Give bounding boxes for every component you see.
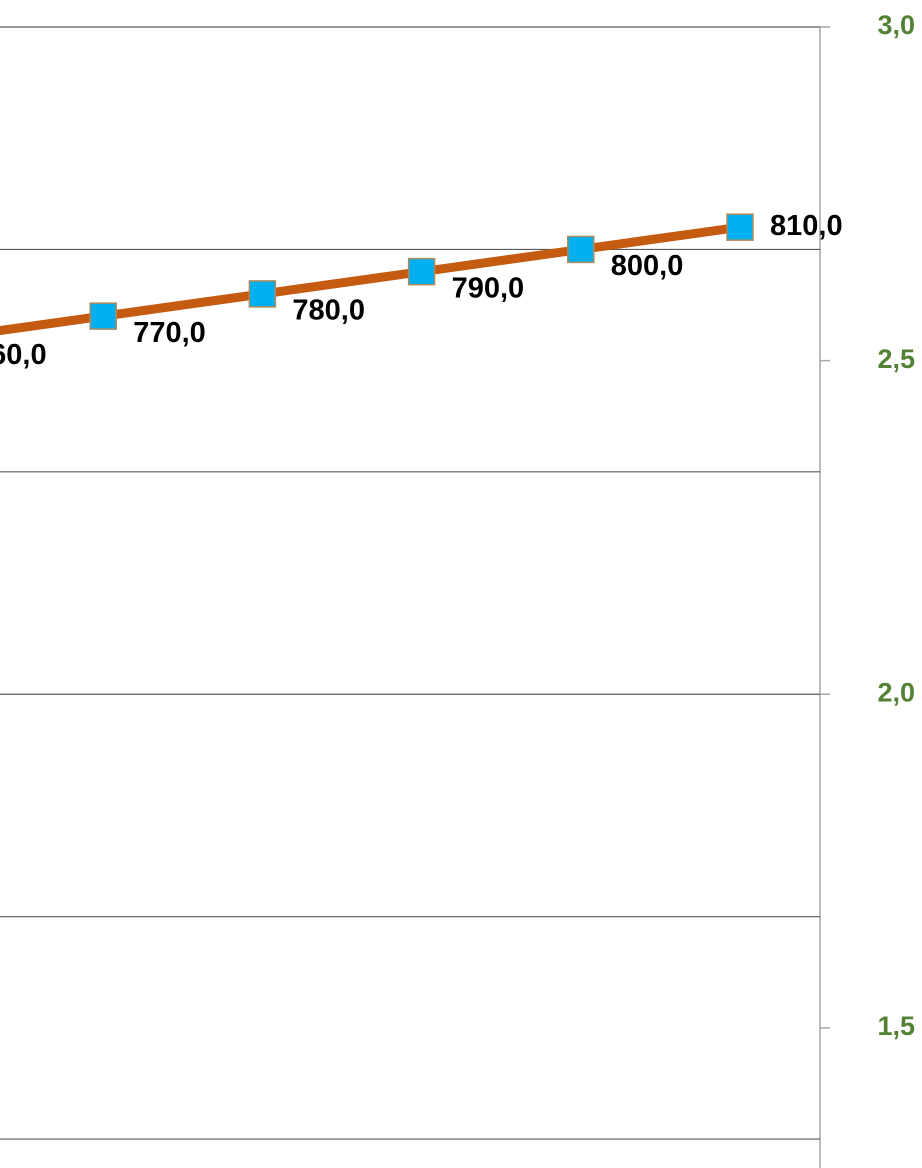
y2-tick-label: 2,0 bbox=[877, 677, 915, 707]
line bbox=[0, 222, 741, 336]
data-label: 780,0 bbox=[292, 295, 365, 327]
marker bbox=[407, 257, 436, 286]
y2-tick-label: 1,5 bbox=[877, 1011, 915, 1041]
marker bbox=[89, 302, 117, 330]
data-label: 770,0 bbox=[133, 317, 206, 349]
data-label: 760,0 bbox=[0, 339, 47, 371]
data-label: 800,0 bbox=[611, 250, 684, 282]
marker bbox=[567, 235, 595, 264]
y2-tick-label: 3,0 bbox=[877, 10, 915, 40]
data-label: 790,0 bbox=[452, 272, 525, 304]
marker bbox=[248, 280, 277, 308]
data-label: 810,0 bbox=[770, 210, 843, 242]
y2-tick-label: 2,5 bbox=[877, 344, 915, 374]
marker bbox=[726, 213, 754, 241]
